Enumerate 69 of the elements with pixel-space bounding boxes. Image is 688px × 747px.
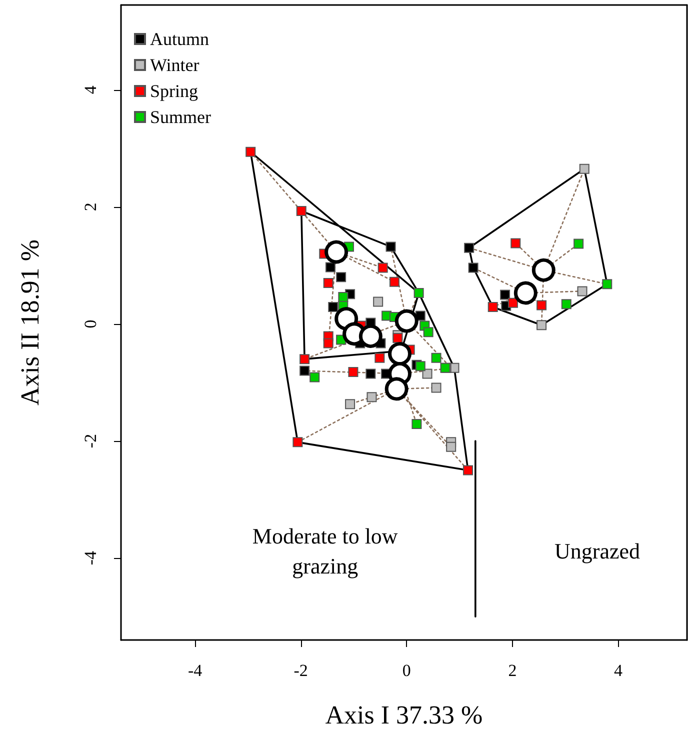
point bbox=[514, 281, 538, 305]
point bbox=[577, 286, 588, 296]
point bbox=[378, 262, 388, 273]
point bbox=[388, 342, 412, 366]
x-tick-label: 0 bbox=[402, 661, 411, 680]
point bbox=[348, 366, 358, 377]
point bbox=[392, 333, 403, 344]
point bbox=[358, 324, 382, 348]
y-tick-label: 4 bbox=[81, 85, 100, 94]
y-tick-label: -4 bbox=[81, 550, 100, 566]
point bbox=[464, 242, 474, 253]
point bbox=[412, 419, 422, 430]
legend-label: Autumn bbox=[150, 29, 210, 49]
point bbox=[374, 352, 385, 363]
point bbox=[463, 465, 474, 476]
y-tick-label: 0 bbox=[81, 320, 100, 328]
point bbox=[373, 296, 384, 307]
x-tick-label: -4 bbox=[188, 661, 203, 680]
point bbox=[561, 299, 572, 310]
y-axis-title: Axis II 18.91 % bbox=[16, 239, 44, 406]
point bbox=[389, 276, 400, 287]
point bbox=[510, 238, 521, 248]
point bbox=[422, 368, 432, 379]
point bbox=[336, 272, 346, 282]
point bbox=[394, 309, 418, 333]
point bbox=[324, 240, 348, 264]
point bbox=[488, 302, 498, 312]
point bbox=[246, 146, 256, 157]
point bbox=[532, 258, 556, 282]
point bbox=[310, 372, 320, 382]
point bbox=[325, 262, 336, 272]
x-axis-title: Axis I 37.33 % bbox=[325, 700, 483, 730]
point bbox=[300, 354, 310, 364]
point bbox=[296, 206, 306, 216]
annotation: Moderate to low grazing bbox=[252, 524, 398, 579]
point bbox=[423, 327, 434, 338]
point bbox=[323, 278, 334, 288]
point bbox=[536, 320, 547, 330]
point bbox=[508, 298, 518, 308]
annotation: Ungrazed bbox=[554, 538, 640, 564]
x-tick-label: 4 bbox=[614, 661, 623, 680]
point bbox=[366, 392, 377, 402]
x-tick-label: 2 bbox=[508, 661, 517, 680]
point bbox=[431, 352, 442, 363]
point bbox=[414, 288, 424, 298]
x-tick-label: -2 bbox=[294, 661, 308, 680]
legend-label: Winter bbox=[150, 55, 200, 75]
point bbox=[431, 382, 442, 393]
point bbox=[292, 437, 303, 448]
legend-label: Summer bbox=[150, 107, 211, 127]
point bbox=[384, 377, 408, 401]
point bbox=[500, 290, 510, 300]
point bbox=[366, 368, 376, 379]
point bbox=[446, 442, 456, 452]
point bbox=[323, 338, 334, 348]
point bbox=[386, 242, 396, 252]
point bbox=[345, 399, 356, 410]
point bbox=[602, 279, 612, 290]
y-tick-label: -2 bbox=[81, 434, 100, 448]
point bbox=[338, 292, 348, 302]
point bbox=[415, 361, 426, 372]
point bbox=[579, 164, 590, 174]
point bbox=[328, 302, 338, 312]
point bbox=[536, 300, 547, 310]
point bbox=[574, 238, 584, 249]
y-tick-label: 2 bbox=[81, 202, 100, 212]
point bbox=[468, 262, 478, 273]
legend-label: Spring bbox=[150, 81, 198, 101]
point bbox=[300, 366, 310, 376]
